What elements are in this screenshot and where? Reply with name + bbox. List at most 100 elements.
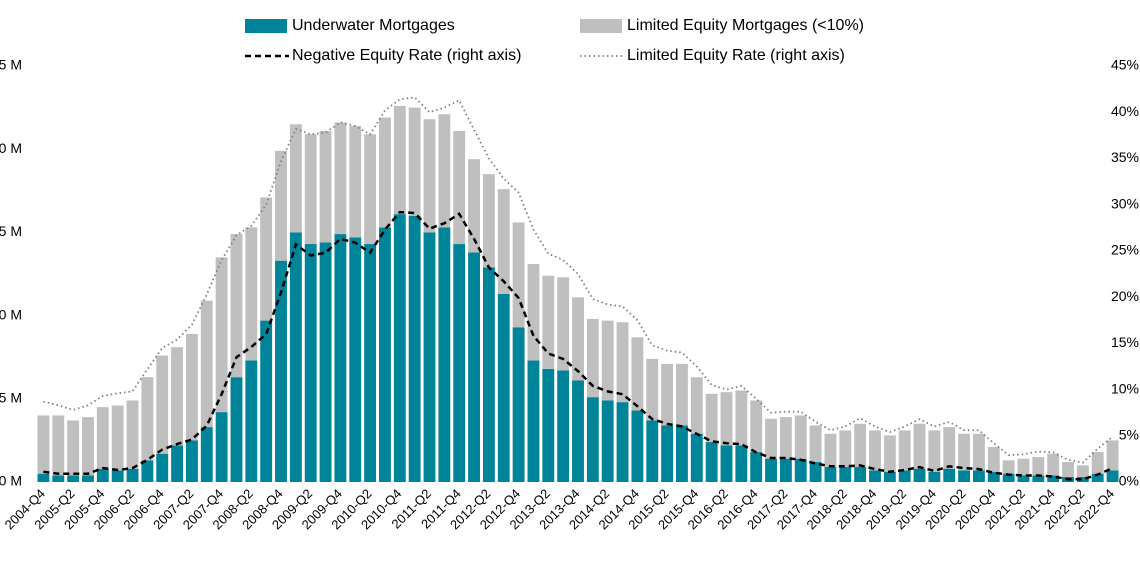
bar	[82, 475, 94, 482]
bar	[468, 252, 480, 482]
bar	[185, 333, 198, 441]
bar	[200, 300, 213, 428]
bar	[423, 232, 436, 482]
bar	[141, 460, 154, 482]
bar	[943, 427, 956, 469]
bar	[334, 122, 347, 235]
bar	[646, 358, 659, 421]
bar	[497, 189, 510, 294]
bar	[260, 320, 273, 482]
line	[43, 210, 1114, 481]
bar	[720, 445, 733, 482]
y-tick-label: 10 M	[0, 306, 22, 322]
bar	[289, 232, 302, 482]
bar	[1062, 462, 1074, 478]
bar	[705, 393, 718, 443]
bar	[690, 377, 703, 434]
bar	[482, 174, 495, 268]
bar	[824, 467, 837, 482]
bar	[958, 433, 971, 471]
bar	[913, 423, 926, 469]
bar	[1032, 457, 1045, 476]
bar	[215, 412, 228, 482]
bar	[661, 425, 674, 482]
legend-swatch	[245, 19, 287, 33]
bar	[987, 472, 1000, 482]
bar	[171, 347, 184, 446]
bar	[616, 402, 629, 482]
bar	[156, 355, 169, 454]
bar	[1076, 465, 1089, 478]
bar	[453, 130, 466, 245]
bar	[512, 222, 525, 328]
bar	[289, 124, 302, 233]
bar	[958, 470, 971, 482]
bar	[1106, 440, 1119, 471]
bar	[542, 275, 555, 369]
y2-tick-label: 25%	[1111, 242, 1139, 258]
bar	[720, 392, 733, 446]
bar	[379, 227, 391, 482]
bar	[230, 377, 243, 482]
bar	[245, 227, 258, 361]
bar	[898, 430, 911, 471]
bar	[111, 405, 124, 471]
bar	[854, 467, 867, 482]
bar	[275, 260, 287, 482]
bar	[750, 400, 763, 453]
bar	[482, 267, 495, 482]
bar	[972, 470, 985, 482]
bar	[869, 430, 881, 471]
bar	[304, 244, 317, 482]
y2-tick-label: 10%	[1111, 380, 1139, 396]
bar	[883, 472, 896, 482]
bar	[765, 418, 777, 459]
bar	[735, 445, 748, 482]
bar	[839, 430, 852, 468]
legend-label: Negative Equity Rate (right axis)	[292, 47, 521, 64]
bar	[1032, 475, 1045, 482]
bar	[111, 470, 124, 482]
bar	[542, 368, 555, 482]
bar	[809, 462, 822, 482]
y2-tick-label: 40%	[1111, 103, 1139, 119]
bar	[824, 433, 837, 468]
bar	[1047, 453, 1060, 476]
bar	[126, 468, 139, 482]
bar	[275, 150, 287, 261]
bar	[586, 397, 599, 482]
bar	[304, 134, 317, 245]
y2-tick-label: 5%	[1119, 426, 1139, 442]
y-tick-label: 5 M	[0, 390, 22, 406]
bar	[631, 410, 644, 482]
bar	[779, 458, 792, 482]
bar	[1047, 475, 1060, 482]
bar	[52, 475, 65, 482]
bar	[705, 442, 718, 482]
bar	[215, 257, 228, 413]
y2-tick-label: 35%	[1111, 149, 1139, 165]
bar	[1076, 477, 1089, 482]
bar	[319, 242, 332, 482]
bar	[854, 423, 867, 468]
bar	[1002, 460, 1015, 474]
bar	[1091, 473, 1104, 482]
bar	[676, 425, 688, 482]
y2-tick-label: 30%	[1111, 195, 1139, 211]
bar	[453, 244, 466, 482]
legend-swatch	[580, 19, 622, 33]
bar	[928, 472, 941, 482]
bar	[809, 425, 822, 463]
bar	[794, 458, 807, 482]
bar	[126, 400, 139, 469]
y2-tick-label: 15%	[1111, 334, 1139, 350]
bar	[82, 417, 94, 476]
bar	[185, 440, 198, 482]
bar	[67, 475, 80, 482]
legend-label: Underwater Mortgages	[292, 17, 455, 34]
bar	[141, 377, 154, 461]
bar	[319, 130, 332, 243]
bar	[646, 420, 659, 482]
bar	[512, 327, 525, 482]
